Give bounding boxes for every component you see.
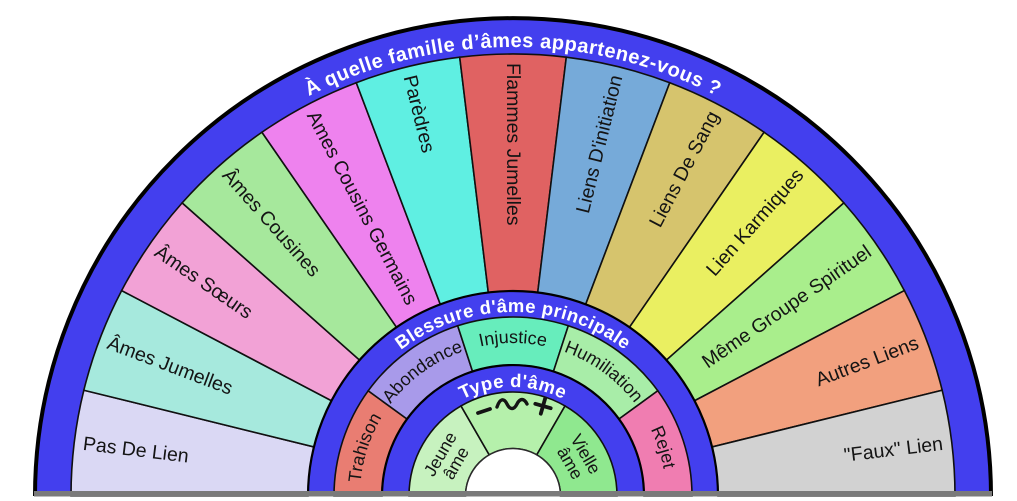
chart-baseline [34,491,992,497]
baseline-layer [34,491,992,497]
center-hole [464,447,562,497]
minus-symbol [476,407,492,415]
segment-label: Injustice [477,327,549,350]
segment-label: Flammes Jumelles [502,63,524,226]
plus-symbol [533,396,553,416]
wave-symbol [495,397,529,411]
soul-type-symbols [476,396,553,416]
